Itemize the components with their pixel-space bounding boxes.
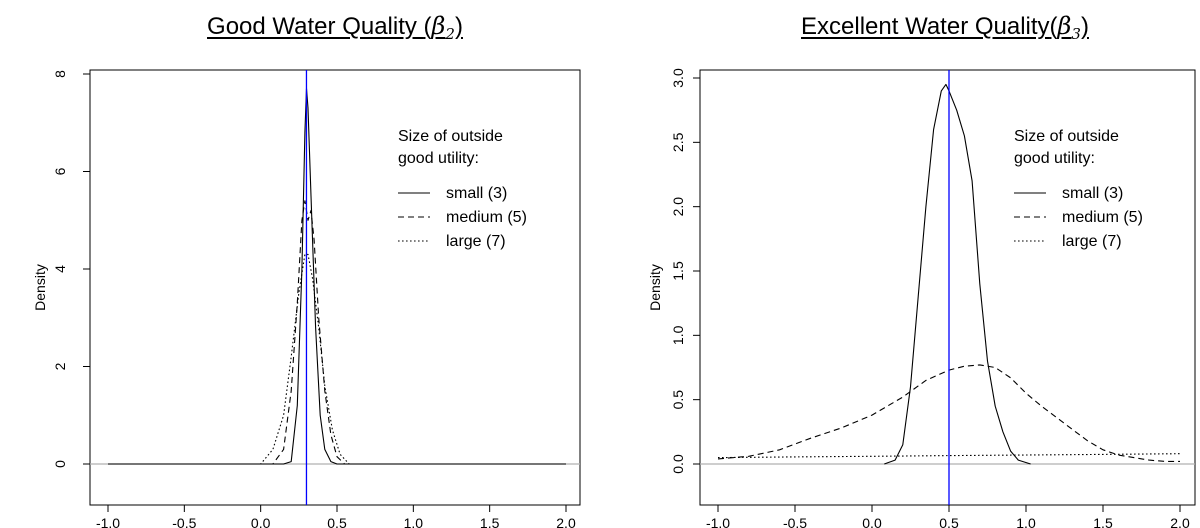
legend-entry-label: large (7) bbox=[446, 233, 506, 250]
y-tick-label: 6 bbox=[52, 167, 68, 175]
title-open-paren: ( bbox=[423, 13, 432, 40]
x-tick-label: 2.0 bbox=[556, 515, 576, 528]
legend: Size of outside good utility: small (3) med… bbox=[398, 128, 527, 250]
x-tick-label: -1.0 bbox=[96, 515, 120, 528]
plot-frame bbox=[699, 69, 1196, 506]
title-subscript: 2 bbox=[445, 25, 455, 43]
x-tick-label: 0.0 bbox=[862, 515, 882, 528]
chart-panel-0: -1.0 -0.5 0.0 0.5 1.0 1.5 2.0 0 2 4 6 8 Density Size … bbox=[32, 69, 581, 528]
title-text: Excellent Water Quality bbox=[801, 13, 1050, 40]
title-open-paren: ( bbox=[1049, 13, 1058, 40]
title-text: Good Water Quality bbox=[207, 13, 424, 40]
legend-entry-label: small (3) bbox=[1062, 185, 1123, 202]
legend-title-line2: good utility: bbox=[398, 150, 479, 167]
x-tick-label: 1.0 bbox=[404, 515, 424, 528]
series-line-dashed bbox=[717, 364, 1180, 462]
y-tick-label: 0 bbox=[52, 460, 68, 468]
title-symbol: β bbox=[431, 12, 446, 40]
y-tick-label: 4 bbox=[52, 265, 68, 273]
y-tick-label: 2.0 bbox=[670, 197, 686, 217]
title-close-paren: ) bbox=[454, 13, 463, 40]
legend-entry-label: small (3) bbox=[446, 185, 507, 202]
legend-entry-label: medium (5) bbox=[1062, 209, 1143, 226]
legend-title-line1: Size of outside bbox=[398, 128, 503, 145]
x-tick-label: 2.0 bbox=[1170, 515, 1190, 528]
y-tick-label: 1.0 bbox=[670, 325, 686, 345]
x-tick-label: 0.5 bbox=[939, 515, 959, 528]
x-tick-label: 1.5 bbox=[1093, 515, 1113, 528]
series-line-dashed bbox=[108, 200, 566, 465]
title-close-paren: ) bbox=[1080, 13, 1089, 40]
y-tick-label: 0.5 bbox=[670, 390, 686, 410]
legend-title-line2: good utility: bbox=[1014, 150, 1095, 167]
series-line-solid bbox=[108, 88, 566, 465]
chart-title-left: Good Water Quality (β2) bbox=[207, 12, 463, 43]
y-tick-label: 8 bbox=[52, 70, 68, 78]
x-tick-label: 1.0 bbox=[1016, 515, 1036, 528]
y-tick-label: 1.5 bbox=[670, 261, 686, 281]
x-tick-label: 0.0 bbox=[251, 515, 271, 528]
x-tick-label: -0.5 bbox=[172, 515, 196, 528]
y-tick-label: 2.5 bbox=[670, 132, 686, 152]
y-tick-label: 3.0 bbox=[670, 68, 686, 88]
y-tick-label: 2 bbox=[52, 362, 68, 370]
x-tick-label: 0.5 bbox=[327, 515, 347, 528]
series-line-dotted bbox=[717, 453, 1181, 459]
y-axis-label: Density bbox=[647, 264, 663, 311]
title-symbol: β bbox=[1057, 12, 1072, 40]
plot-frame bbox=[89, 69, 581, 506]
chart-panel-1: -1.0 -0.5 0.0 0.5 1.0 1.5 2.0 0.0 0.5 1.0 1.5 2.0 2.… bbox=[647, 68, 1196, 528]
title-subscript: 3 bbox=[1071, 25, 1081, 43]
legend-title-line1: Size of outside bbox=[1014, 128, 1119, 145]
series-line-solid bbox=[884, 83, 1031, 465]
y-tick-label: 0.0 bbox=[670, 454, 686, 474]
legend: Size of outside good utility: small (3) med… bbox=[1014, 128, 1143, 250]
legend-entry-label: medium (5) bbox=[446, 209, 527, 226]
y-axis-label: Density bbox=[32, 264, 48, 311]
chart-title-right: Excellent Water Quality(β3) bbox=[801, 12, 1089, 43]
x-tick-label: -0.5 bbox=[783, 515, 807, 528]
series-line-dotted bbox=[108, 253, 566, 465]
x-tick-label: -1.0 bbox=[706, 515, 730, 528]
legend-entry-label: large (7) bbox=[1062, 233, 1122, 250]
x-tick-label: 1.5 bbox=[480, 515, 500, 528]
